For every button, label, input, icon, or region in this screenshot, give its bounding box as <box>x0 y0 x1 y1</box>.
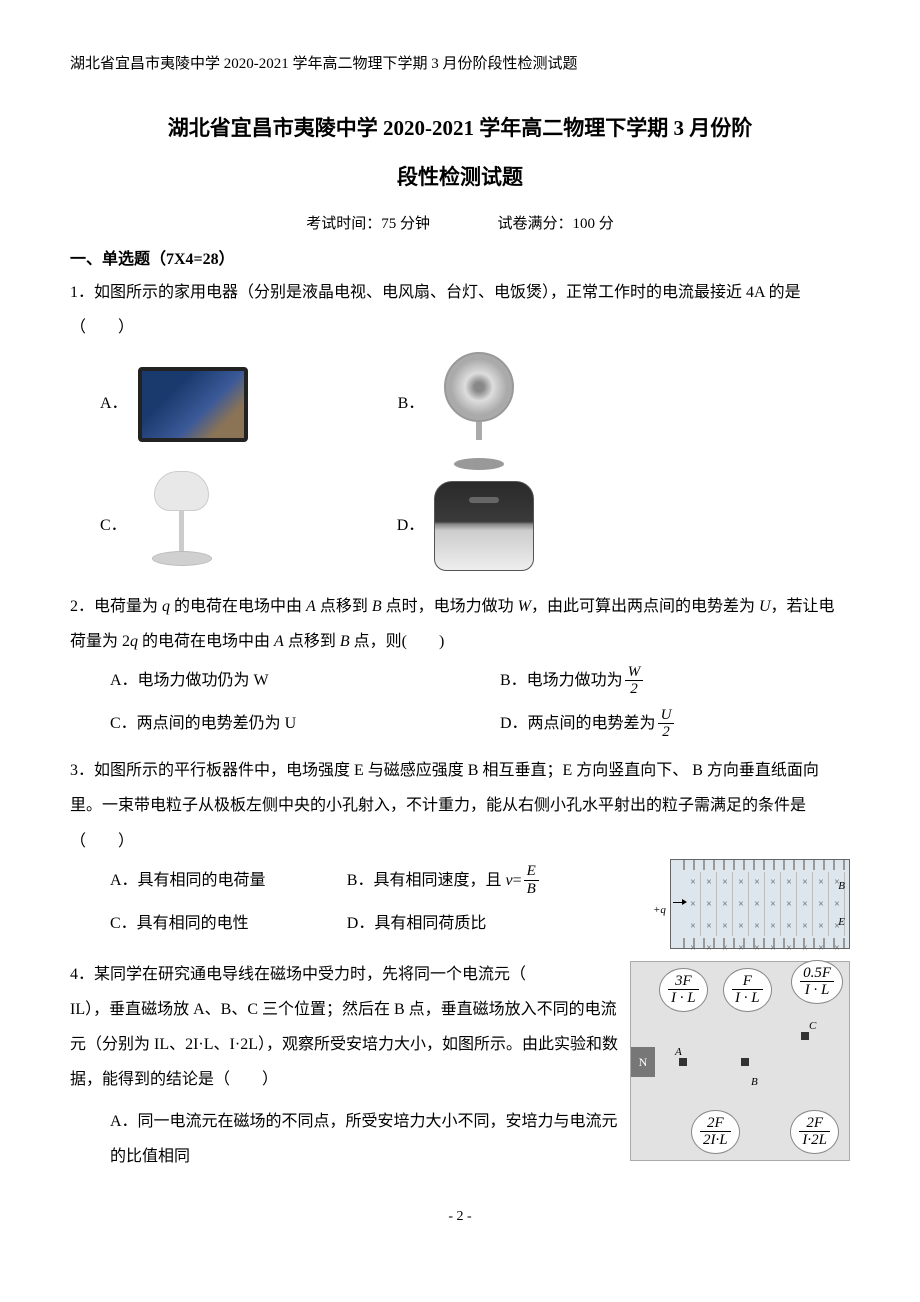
q3-diag-b-label: B <box>838 874 845 898</box>
q4-bubble-3: 0.5FI · L <box>791 960 843 1004</box>
question-3: 3．如图所示的平行板器件中，电场强度 E 与磁感应强度 B 相互垂直；E 方向竖… <box>70 753 850 949</box>
exam-time-label: 考试时间： <box>306 216 381 232</box>
lamp-image <box>137 471 227 581</box>
q4-bubble-5: 2FI·2L <box>790 1110 839 1154</box>
q3-diag-charge-label: +q <box>653 898 666 922</box>
exam-score-value: 100 分 <box>573 216 614 232</box>
q3-text: 3．如图所示的平行板器件中，电场强度 E 与磁感应强度 B 相互垂直；E 方向竖… <box>70 753 850 859</box>
q1-opt-c-label: C． <box>100 508 127 543</box>
q4-point-c: C <box>809 1014 816 1038</box>
question-2: 2．电荷量为 q 的电荷在电场中由 A 点移到 B 点时，电场力做功 W，由此可… <box>70 589 850 746</box>
exam-time-value: 75 分钟 <box>381 216 430 232</box>
q4-point-a: A <box>675 1040 682 1064</box>
q2-opt-a: A．电场力做功仍为 W <box>70 659 460 702</box>
q2-opt-d: D．两点间的电势差为 U2 <box>460 702 850 745</box>
q4-diagram: N 3FI · L FI · L 0.5FI · L 2F2I·L 2FI·2L… <box>630 961 850 1161</box>
q3-opt-d: D．具有相同荷质比 <box>307 902 662 945</box>
tv-image <box>138 367 248 442</box>
q3-opt-b: B．具有相同速度，且 v = EB <box>307 859 662 902</box>
q3-opt-a: A．具有相同的电荷量 <box>70 859 307 902</box>
exam-info: 考试时间：75 分钟 试卷满分：100 分 <box>70 210 850 239</box>
q2-opt-c: C．两点间的电势差仍为 U <box>70 702 460 745</box>
q4-bubble-4: 2F2I·L <box>691 1110 740 1154</box>
page-number: - 2 - <box>70 1204 850 1231</box>
q4-bubble-2: FI · L <box>723 968 772 1012</box>
q1-opt-d-label: D． <box>397 508 425 543</box>
q4-point-b: B <box>751 1070 758 1094</box>
rice-cooker-image <box>434 481 534 571</box>
q1-opt-a-label: A． <box>100 386 128 421</box>
q1-opt-b-label: B． <box>398 386 425 421</box>
q4-bubble-1: 3FI · L <box>659 968 708 1012</box>
running-header: 湖北省宜昌市夷陵中学 2020-2021 学年高二物理下学期 3 月份阶段性检测… <box>70 50 850 79</box>
q3-diagram: ×××××××××× ×××××××××× ×××××××××× ×××××××… <box>670 859 850 949</box>
main-title-line1: 湖北省宜昌市夷陵中学 2020-2021 学年高二物理下学期 3 月份阶 <box>70 109 850 149</box>
question-4: N 3FI · L FI · L 0.5FI · L 2F2I·L 2FI·2L… <box>70 957 850 1174</box>
q3-opt-c: C．具有相同的电性 <box>70 902 307 945</box>
main-title-line2: 段性检测试题 <box>70 158 850 198</box>
q4-magnet-label: N <box>631 1047 655 1077</box>
question-1: 1．如图所示的家用电器（分别是液晶电视、电风扇、台灯、电饭煲），正常工作时的电流… <box>70 275 850 580</box>
q1-text: 1．如图所示的家用电器（分别是液晶电视、电风扇、台灯、电饭煲），正常工作时的电流… <box>70 275 850 345</box>
q2-text: 2．电荷量为 q 的电荷在电场中由 A 点移到 B 点时，电场力做功 W，由此可… <box>70 598 835 650</box>
fan-image <box>434 352 524 457</box>
q3-diag-e-label: E <box>838 910 845 934</box>
exam-score-label: 试卷满分： <box>498 216 573 232</box>
section-heading-1: 一、单选题（7X4=28） <box>70 245 850 275</box>
q2-opt-b: B．电场力做功为 W2 <box>460 659 850 702</box>
